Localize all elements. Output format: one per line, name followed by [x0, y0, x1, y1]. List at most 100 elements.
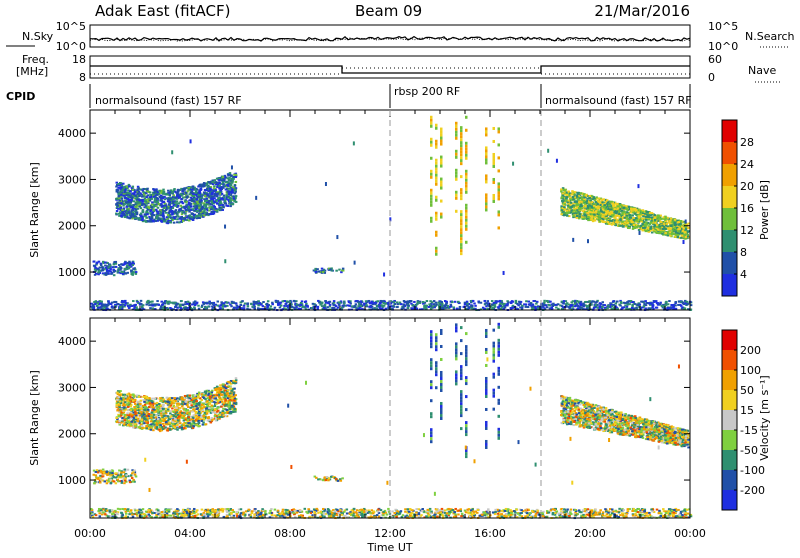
data-cell: [224, 259, 226, 263]
data-cell: [410, 303, 413, 305]
data-cell: [638, 216, 641, 218]
data-cell: [579, 303, 582, 305]
data-cell: [117, 189, 120, 191]
data-cell: [572, 215, 575, 217]
data-cell: [605, 218, 608, 220]
data-cell: [603, 204, 606, 206]
data-cell: [598, 212, 601, 214]
data-cell: [222, 181, 225, 183]
data-cell: [224, 202, 227, 204]
data-cell: [210, 208, 213, 210]
data-cell: [195, 191, 198, 193]
data-cell: [316, 308, 319, 310]
data-cell: [465, 154, 468, 157]
data-cell: [593, 196, 596, 198]
radar-title: Adak East (fitACF): [95, 2, 230, 20]
data-cell: [133, 193, 136, 195]
data-cell: [187, 209, 190, 211]
data-cell: [214, 179, 217, 181]
data-cell: [485, 196, 488, 199]
data-cell: [465, 176, 468, 179]
data-cell: [655, 231, 658, 233]
data-cell: [498, 156, 501, 159]
data-cell: [493, 140, 496, 143]
data-cell: [140, 207, 143, 209]
data-cell: [460, 237, 463, 240]
data-cell: [235, 303, 238, 305]
data-cell: [124, 304, 127, 306]
data-cell: [647, 307, 650, 309]
data-cell: [169, 208, 172, 210]
data-cell: [577, 198, 580, 200]
data-cell: [664, 232, 667, 234]
data-cell: [192, 193, 195, 195]
data-cell: [136, 213, 139, 215]
data-cell: [446, 307, 449, 309]
data-cell: [296, 303, 299, 305]
data-cell: [184, 307, 187, 309]
data-cell: [209, 190, 212, 192]
data-cell: [465, 170, 468, 173]
data-cell: [222, 206, 225, 208]
data-cell: [487, 300, 490, 302]
data-cell: [460, 219, 463, 222]
data-cell: [191, 212, 194, 214]
data-cell: [167, 190, 170, 192]
data-cell: [192, 185, 195, 187]
data-cell: [543, 304, 546, 306]
data-cell: [493, 153, 496, 156]
data-cell: [569, 198, 572, 200]
data-cell: [211, 211, 214, 213]
data-cell: [247, 305, 250, 307]
data-cell: [602, 212, 605, 214]
data-cell: [602, 221, 605, 223]
data-cell: [130, 201, 133, 203]
data-cell: [336, 235, 338, 239]
data-cell: [169, 215, 172, 217]
data-cell: [562, 192, 565, 194]
data-cell: [498, 213, 501, 216]
data-cell: [561, 200, 564, 202]
data-cell: [229, 200, 232, 202]
data-cell: [460, 147, 463, 150]
n-search-label: N.Search: [745, 30, 795, 43]
data-cell: [206, 193, 209, 195]
data-cell: [267, 300, 270, 302]
data-cell: [572, 196, 575, 198]
data-cell: [113, 274, 116, 276]
data-cell: [455, 194, 458, 197]
data-cell: [455, 210, 458, 213]
data-cell: [484, 300, 487, 302]
data-cell: [440, 184, 443, 187]
data-cell: [565, 199, 568, 201]
data-cell: [162, 210, 165, 212]
data-cell: [165, 209, 168, 211]
data-cell: [374, 302, 377, 304]
data-cell: [680, 237, 683, 239]
data-cell: [624, 217, 627, 219]
data-cell: [569, 204, 572, 206]
data-cell: [440, 213, 443, 216]
data-cell: [124, 189, 127, 191]
data-cell: [435, 304, 438, 306]
data-cell: [153, 189, 156, 191]
data-cell: [244, 303, 247, 305]
data-cell: [274, 307, 277, 309]
data-cell: [601, 306, 604, 308]
data-cell: [171, 191, 174, 193]
data-cell: [343, 304, 346, 306]
data-cell: [589, 195, 592, 197]
data-cell: [111, 302, 114, 304]
data-cell: [440, 181, 443, 184]
data-cell: [236, 305, 239, 307]
data-cell: [96, 305, 99, 307]
data-cell: [121, 198, 124, 200]
data-cell: [216, 203, 219, 205]
data-cell: [134, 304, 137, 306]
data-cell: [588, 300, 591, 302]
data-cell: [131, 214, 134, 216]
data-cell: [540, 308, 543, 310]
data-cell: [101, 269, 104, 271]
data-cell: [199, 192, 202, 194]
data-cell: [230, 305, 233, 307]
